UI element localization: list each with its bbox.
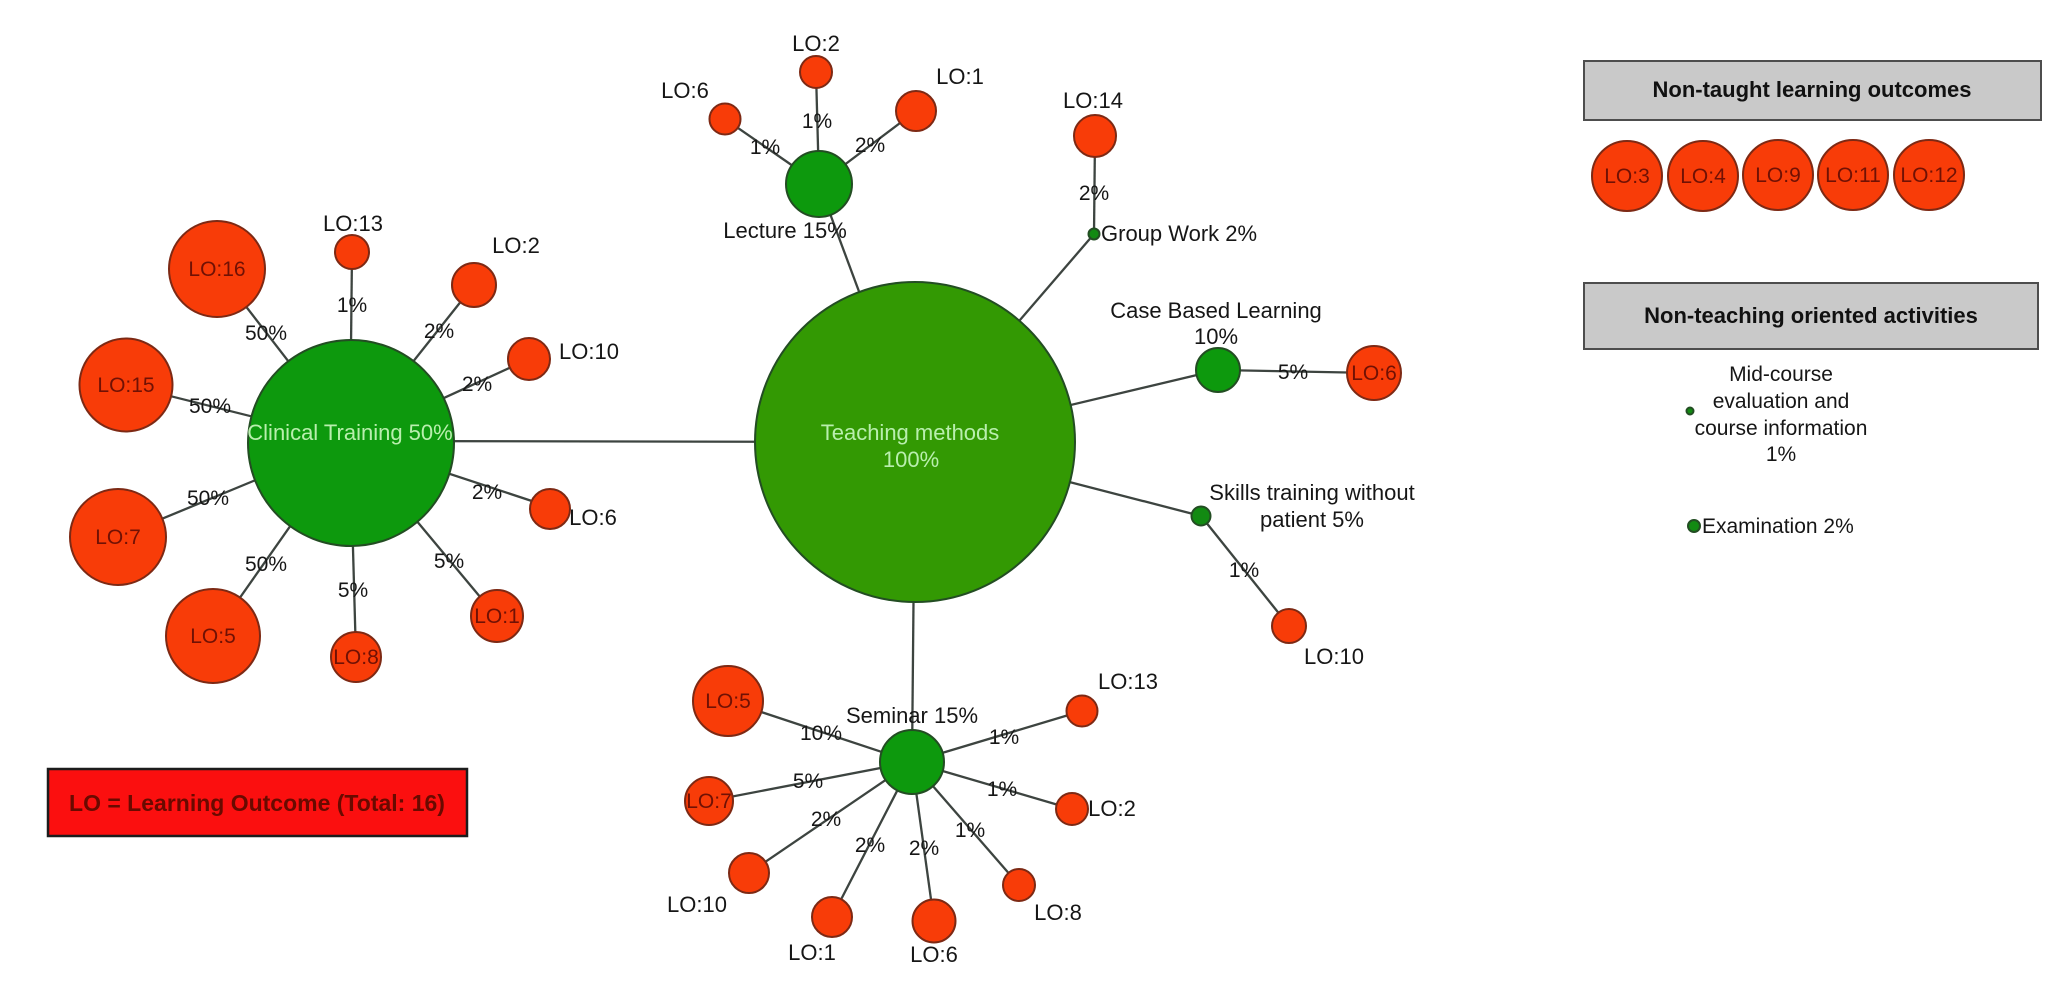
svg-text:5%: 5% bbox=[793, 770, 823, 793]
svg-text:Case Based Learning: Case Based Learning bbox=[1110, 298, 1322, 323]
svg-text:LO:10: LO:10 bbox=[667, 892, 727, 917]
svg-text:1%: 1% bbox=[1229, 559, 1259, 582]
svg-text:LO:8: LO:8 bbox=[1034, 900, 1082, 925]
svg-text:1%: 1% bbox=[802, 110, 832, 133]
svg-text:1%: 1% bbox=[750, 136, 780, 159]
svg-text:LO:2: LO:2 bbox=[492, 233, 540, 258]
svg-text:LO:15: LO:15 bbox=[97, 374, 154, 397]
svg-text:2%: 2% bbox=[462, 373, 492, 396]
svg-text:50%: 50% bbox=[189, 395, 231, 418]
svg-text:5%: 5% bbox=[1278, 361, 1308, 384]
svg-text:LO:5: LO:5 bbox=[705, 690, 751, 713]
svg-text:LO:5: LO:5 bbox=[190, 625, 236, 648]
svg-text:50%: 50% bbox=[245, 322, 287, 345]
svg-text:LO = Learning Outcome (Total:: LO = Learning Outcome (Total: 16) bbox=[69, 790, 445, 816]
svg-text:1%: 1% bbox=[337, 294, 367, 317]
svg-text:2%: 2% bbox=[855, 134, 885, 157]
svg-text:LO:12: LO:12 bbox=[1900, 164, 1957, 187]
svg-text:LO:11: LO:11 bbox=[1825, 164, 1881, 187]
svg-text:2%: 2% bbox=[855, 834, 885, 857]
svg-text:LO:14: LO:14 bbox=[1063, 88, 1123, 113]
svg-text:Examination 2%: Examination 2% bbox=[1702, 515, 1854, 538]
svg-text:LO:13: LO:13 bbox=[323, 211, 383, 236]
svg-text:LO:8: LO:8 bbox=[333, 646, 379, 669]
svg-text:LO:16: LO:16 bbox=[188, 258, 245, 281]
svg-text:Non-teaching oriented activiti: Non-teaching oriented activities bbox=[1644, 303, 1978, 328]
svg-text:LO:13: LO:13 bbox=[1098, 669, 1158, 694]
svg-text:LO:1: LO:1 bbox=[936, 64, 984, 89]
svg-text:Non-taught learning outcomes: Non-taught learning outcomes bbox=[1653, 77, 1972, 102]
svg-text:2%: 2% bbox=[472, 481, 502, 504]
svg-text:LO:4: LO:4 bbox=[1680, 165, 1726, 188]
svg-text:patient 5%: patient 5% bbox=[1260, 507, 1364, 532]
svg-text:1%: 1% bbox=[989, 726, 1019, 749]
svg-text:Group Work 2%: Group Work 2% bbox=[1101, 221, 1257, 246]
svg-text:LO:10: LO:10 bbox=[1304, 644, 1364, 669]
svg-text:Clinical Training 50%: Clinical Training 50% bbox=[247, 420, 452, 445]
svg-text:1%: 1% bbox=[1766, 443, 1796, 466]
svg-text:LO:7: LO:7 bbox=[95, 526, 141, 549]
svg-text:Skills training without: Skills training without bbox=[1209, 480, 1414, 505]
svg-text:Teaching methods: Teaching methods bbox=[821, 420, 1000, 445]
svg-text:100%: 100% bbox=[883, 447, 939, 472]
svg-text:2%: 2% bbox=[1079, 182, 1109, 205]
svg-text:10%: 10% bbox=[800, 722, 842, 745]
svg-text:Seminar 15%: Seminar 15% bbox=[846, 703, 978, 728]
svg-text:10%: 10% bbox=[1194, 324, 1238, 349]
svg-text:2%: 2% bbox=[811, 808, 841, 831]
svg-text:LO:6: LO:6 bbox=[661, 78, 709, 103]
svg-text:5%: 5% bbox=[434, 550, 464, 573]
svg-text:Lecture 15%: Lecture 15% bbox=[723, 218, 847, 243]
svg-text:LO:6: LO:6 bbox=[569, 505, 617, 530]
svg-text:LO:9: LO:9 bbox=[1755, 164, 1801, 187]
svg-text:LO:7: LO:7 bbox=[686, 790, 732, 813]
svg-text:1%: 1% bbox=[987, 778, 1017, 801]
svg-text:LO:2: LO:2 bbox=[792, 31, 840, 56]
svg-text:LO:1: LO:1 bbox=[788, 940, 836, 965]
svg-text:evaluation and: evaluation and bbox=[1713, 390, 1850, 413]
svg-text:LO:2: LO:2 bbox=[1088, 796, 1136, 821]
svg-text:2%: 2% bbox=[909, 837, 939, 860]
svg-text:2%: 2% bbox=[424, 320, 454, 343]
svg-text:LO:1: LO:1 bbox=[474, 605, 520, 628]
svg-text:5%: 5% bbox=[338, 579, 368, 602]
svg-text:LO:10: LO:10 bbox=[559, 339, 619, 364]
svg-text:50%: 50% bbox=[245, 553, 287, 576]
svg-text:Mid-course: Mid-course bbox=[1729, 363, 1833, 386]
svg-text:50%: 50% bbox=[187, 487, 229, 510]
svg-text:LO:6: LO:6 bbox=[1351, 362, 1397, 385]
svg-text:course information: course information bbox=[1695, 417, 1868, 440]
svg-text:1%: 1% bbox=[955, 819, 985, 842]
svg-text:LO:3: LO:3 bbox=[1604, 165, 1650, 188]
svg-text:LO:6: LO:6 bbox=[910, 942, 958, 967]
